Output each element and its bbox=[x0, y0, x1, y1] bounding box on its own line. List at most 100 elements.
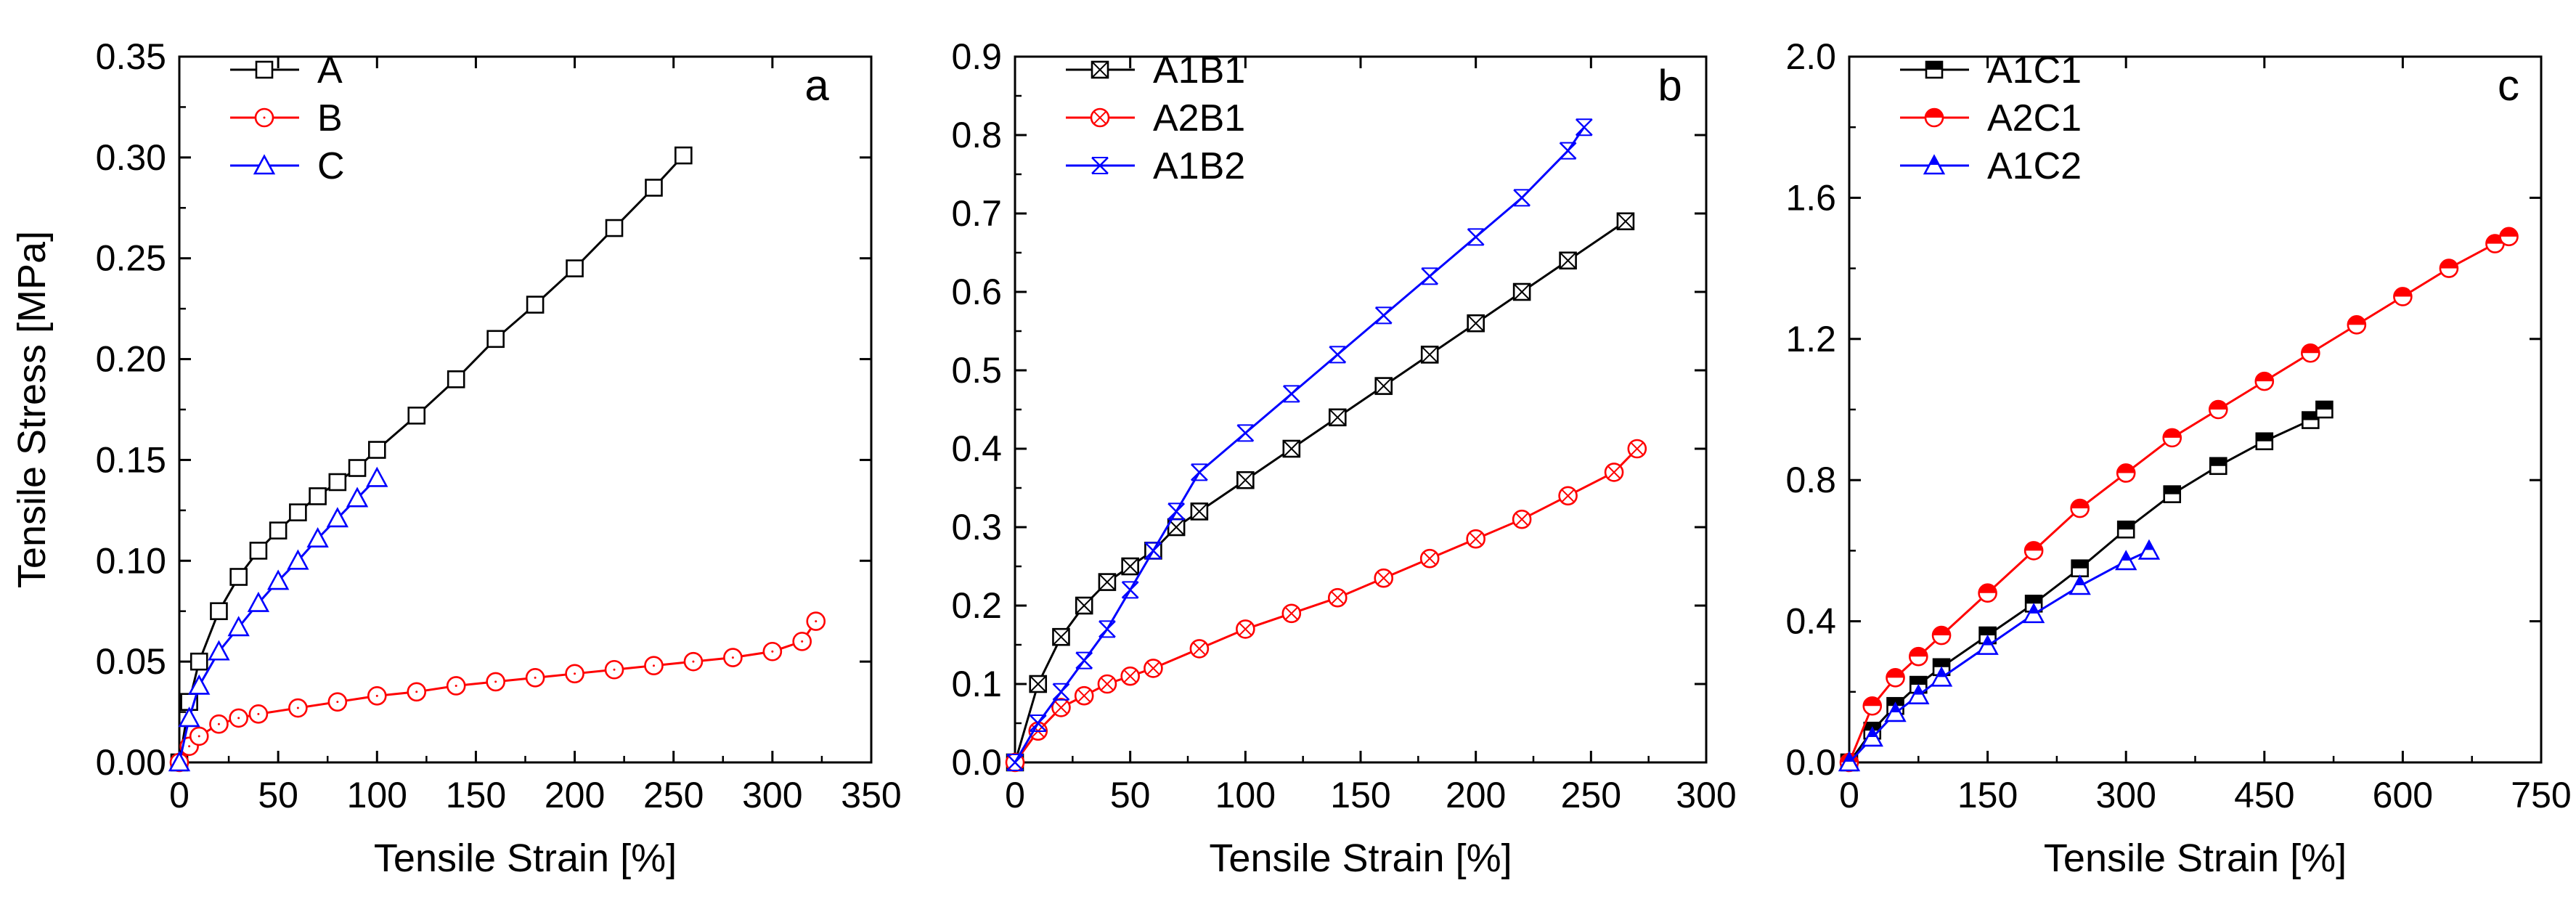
data-point-A1B2-x2 bbox=[1029, 714, 1047, 732]
y-tick-label: 0.0 bbox=[951, 742, 1002, 783]
panel-a: 0 50 100 150 200 250 300 350 0.00 0.05 0.10 0.15 0.2… bbox=[10, 36, 902, 880]
legend-marker-A bbox=[255, 60, 274, 79]
legend-label-A1B1: A1B1 bbox=[1153, 49, 1245, 91]
data-point-A bbox=[407, 407, 426, 425]
data-point-A1C1-fill bbox=[2210, 457, 2227, 466]
data-point-A1C1-fill bbox=[2164, 486, 2180, 494]
data-point-A1C1-fill bbox=[2118, 521, 2135, 530]
data-point-B-dot bbox=[415, 691, 418, 693]
data-point-A2C1-fill bbox=[1909, 648, 1928, 657]
data-point-A1B1-x2 bbox=[1513, 283, 1530, 301]
data-point-A1B1-x2 bbox=[1467, 314, 1485, 332]
data-point-A bbox=[486, 330, 505, 349]
data-point-A bbox=[605, 219, 624, 237]
y-tick-label: 0.6 bbox=[951, 272, 1002, 312]
data-point-A1C1-fill bbox=[2316, 402, 2333, 410]
y-tick-label: 0.9 bbox=[951, 36, 1002, 77]
data-point-C bbox=[266, 569, 290, 590]
data-point-A1B2-x2 bbox=[1421, 267, 1439, 285]
data-point-C bbox=[366, 466, 388, 487]
data-point-B-dot bbox=[731, 656, 734, 659]
data-point-A1C2-fill bbox=[1891, 703, 1901, 712]
y-tick-label: 0.3 bbox=[951, 507, 1002, 547]
data-point-C bbox=[306, 527, 329, 548]
x-tick-label: 250 bbox=[1561, 775, 1621, 815]
data-point-A1C2-fill bbox=[1936, 668, 1947, 677]
y-tick-label: 0.2 bbox=[951, 585, 1002, 626]
data-point-A1B1-x2 bbox=[1121, 558, 1139, 575]
data-point-A2C1-fill bbox=[2500, 227, 2518, 237]
x-tick-label: 250 bbox=[643, 775, 704, 815]
data-point-A2B1-x2 bbox=[1192, 642, 1206, 656]
data-point-A2C1-fill bbox=[2255, 372, 2273, 382]
data-point-B-dot bbox=[534, 676, 537, 679]
plot-frame bbox=[1014, 55, 1708, 764]
x-tick-label: 50 bbox=[1110, 775, 1151, 815]
x-axis-label: Tensile Strain [%] bbox=[1209, 836, 1512, 880]
data-point-A2C1-fill bbox=[1933, 627, 1951, 636]
data-point-A1C2-fill bbox=[1844, 753, 1854, 762]
data-point-A1B2-x2 bbox=[1236, 424, 1255, 442]
data-point-C bbox=[346, 486, 369, 508]
data-point-A1B1-x2 bbox=[1167, 518, 1185, 536]
data-point-A2B1-x2 bbox=[1054, 701, 1068, 714]
y-tick-label: 0.35 bbox=[96, 36, 166, 77]
legend-label-A1C2: A1C2 bbox=[1987, 145, 2082, 187]
data-point-A bbox=[249, 542, 268, 560]
x-tick-label: 200 bbox=[545, 775, 605, 815]
data-point-B-dot bbox=[455, 684, 457, 687]
series-line-A1C2 bbox=[1848, 550, 2150, 764]
legend-label-A1B2: A1B2 bbox=[1153, 145, 1245, 187]
data-point-A bbox=[526, 296, 545, 314]
data-point-A1C2-fill bbox=[2144, 541, 2154, 550]
legend-marker-A1C2-fill bbox=[1929, 156, 1939, 165]
x-tick-label: 0 bbox=[1839, 775, 1859, 815]
y-tick-label: 0.7 bbox=[951, 193, 1002, 234]
data-point-A1C1-fill bbox=[2026, 595, 2042, 604]
data-point-B-dot bbox=[197, 735, 200, 738]
panel-b: 0 50 100 150 200 250 300 0.0 0.1 0.2 0.3 0.4 0.5 0.6 0… bbox=[951, 36, 1736, 880]
data-point-A2B1-x2 bbox=[1515, 513, 1529, 526]
x-tick-label: 300 bbox=[1676, 775, 1736, 815]
data-point-C bbox=[227, 616, 250, 637]
y-tick-label: 0.10 bbox=[96, 540, 166, 581]
legend-label-A: A bbox=[317, 49, 343, 91]
data-point-A1B2-x2 bbox=[1144, 542, 1162, 560]
x-tick-label: 300 bbox=[2095, 775, 2156, 815]
y-tick-label: 0.5 bbox=[951, 350, 1002, 391]
data-point-A2C1-fill bbox=[1863, 697, 1881, 707]
data-point-A1B1-x2 bbox=[1559, 252, 1577, 269]
x-tick-label: 100 bbox=[1215, 775, 1276, 815]
data-point-A2B1-x2 bbox=[1146, 661, 1160, 675]
y-tick-label: 0.00 bbox=[96, 742, 166, 783]
data-point-A2B1-x2 bbox=[1331, 591, 1345, 605]
data-point-A1B1-x2 bbox=[1375, 377, 1393, 395]
x-axis-label: Tensile Strain [%] bbox=[374, 836, 677, 880]
x-tick-label: 450 bbox=[2234, 775, 2294, 815]
data-point-A1C2-fill bbox=[1913, 685, 1923, 695]
data-point-C bbox=[208, 640, 230, 661]
data-point-B-dot bbox=[494, 680, 497, 683]
data-point-A2B1-x2 bbox=[1077, 689, 1091, 703]
data-point-A1B2-x2 bbox=[1099, 620, 1116, 638]
data-point-C bbox=[247, 591, 270, 612]
x-tick-label: 350 bbox=[841, 775, 901, 815]
data-point-B-dot bbox=[296, 707, 299, 709]
data-point-B-dot bbox=[801, 640, 804, 643]
data-point-B-dot bbox=[217, 722, 220, 725]
y-tick-label: 0.05 bbox=[96, 641, 166, 682]
data-point-A bbox=[348, 459, 367, 477]
y-axis-label: Tensile Stress [MPa] bbox=[10, 231, 54, 588]
data-point-A2B1-x2 bbox=[1423, 552, 1437, 566]
data-point-A1B2-x2 bbox=[1575, 118, 1593, 137]
data-point-A2B1-x2 bbox=[1239, 622, 1252, 636]
x-tick-label: 150 bbox=[1957, 775, 2018, 815]
data-point-A bbox=[269, 521, 288, 540]
data-point-B-dot bbox=[692, 660, 695, 663]
data-point-C bbox=[178, 707, 200, 728]
data-point-A bbox=[367, 441, 386, 459]
data-point-B-dot bbox=[771, 650, 774, 653]
series-A2B1 bbox=[1005, 439, 1647, 773]
data-point-A1B1-x2 bbox=[1421, 346, 1438, 364]
series-line-A2B1 bbox=[1014, 447, 1638, 763]
